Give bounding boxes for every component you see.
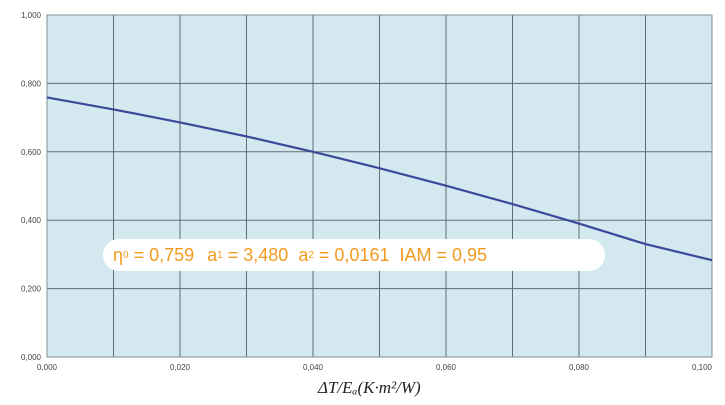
x-tick-label-4: 0,080 xyxy=(569,363,590,372)
y-tick-label-1: 0,200 xyxy=(21,285,42,294)
eta-symbol: η xyxy=(113,244,124,265)
y-tick-label-4: 0,800 xyxy=(21,79,42,88)
y-tick-label-5: 1,000 xyxy=(21,11,42,20)
x-tick-label-2: 0,040 xyxy=(303,363,324,372)
x-tick-label-0: 0,000 xyxy=(37,363,58,372)
y-tick-label-2: 0,400 xyxy=(21,216,42,225)
y-tick-label-0: 0,000 xyxy=(21,353,42,362)
efficiency-curve xyxy=(46,96,713,262)
a2-symbol: a xyxy=(298,244,309,265)
x-tick-label-3: 0,060 xyxy=(436,363,457,372)
y-axis-ticks: 0,000 0,200 0,400 0,600 0,800 1,000 xyxy=(21,11,42,362)
a1-subscript: 1 xyxy=(217,249,223,261)
x-axis-label: ΔT/Eₐ(K·m²/W) xyxy=(318,378,421,397)
x-axis-ticks: 0,000 0,020 0,040 0,060 0,080 0,100 xyxy=(37,363,713,372)
a2-value: = 0,0161 xyxy=(318,244,390,265)
eta-subscript: 0 xyxy=(123,249,129,261)
plot-frame xyxy=(46,14,713,358)
x-tick-label-5: 0,100 xyxy=(692,363,713,372)
x-tick-label-1: 0,020 xyxy=(170,363,191,372)
eta-value: = 0,759 xyxy=(133,244,195,265)
a1-value: = 3,480 xyxy=(227,244,289,265)
iam-text: IAM = 0,95 xyxy=(399,244,488,265)
a2-subscript: 2 xyxy=(308,249,314,261)
y-tick-label-3: 0,600 xyxy=(21,148,42,157)
a1-symbol: a xyxy=(207,244,218,265)
